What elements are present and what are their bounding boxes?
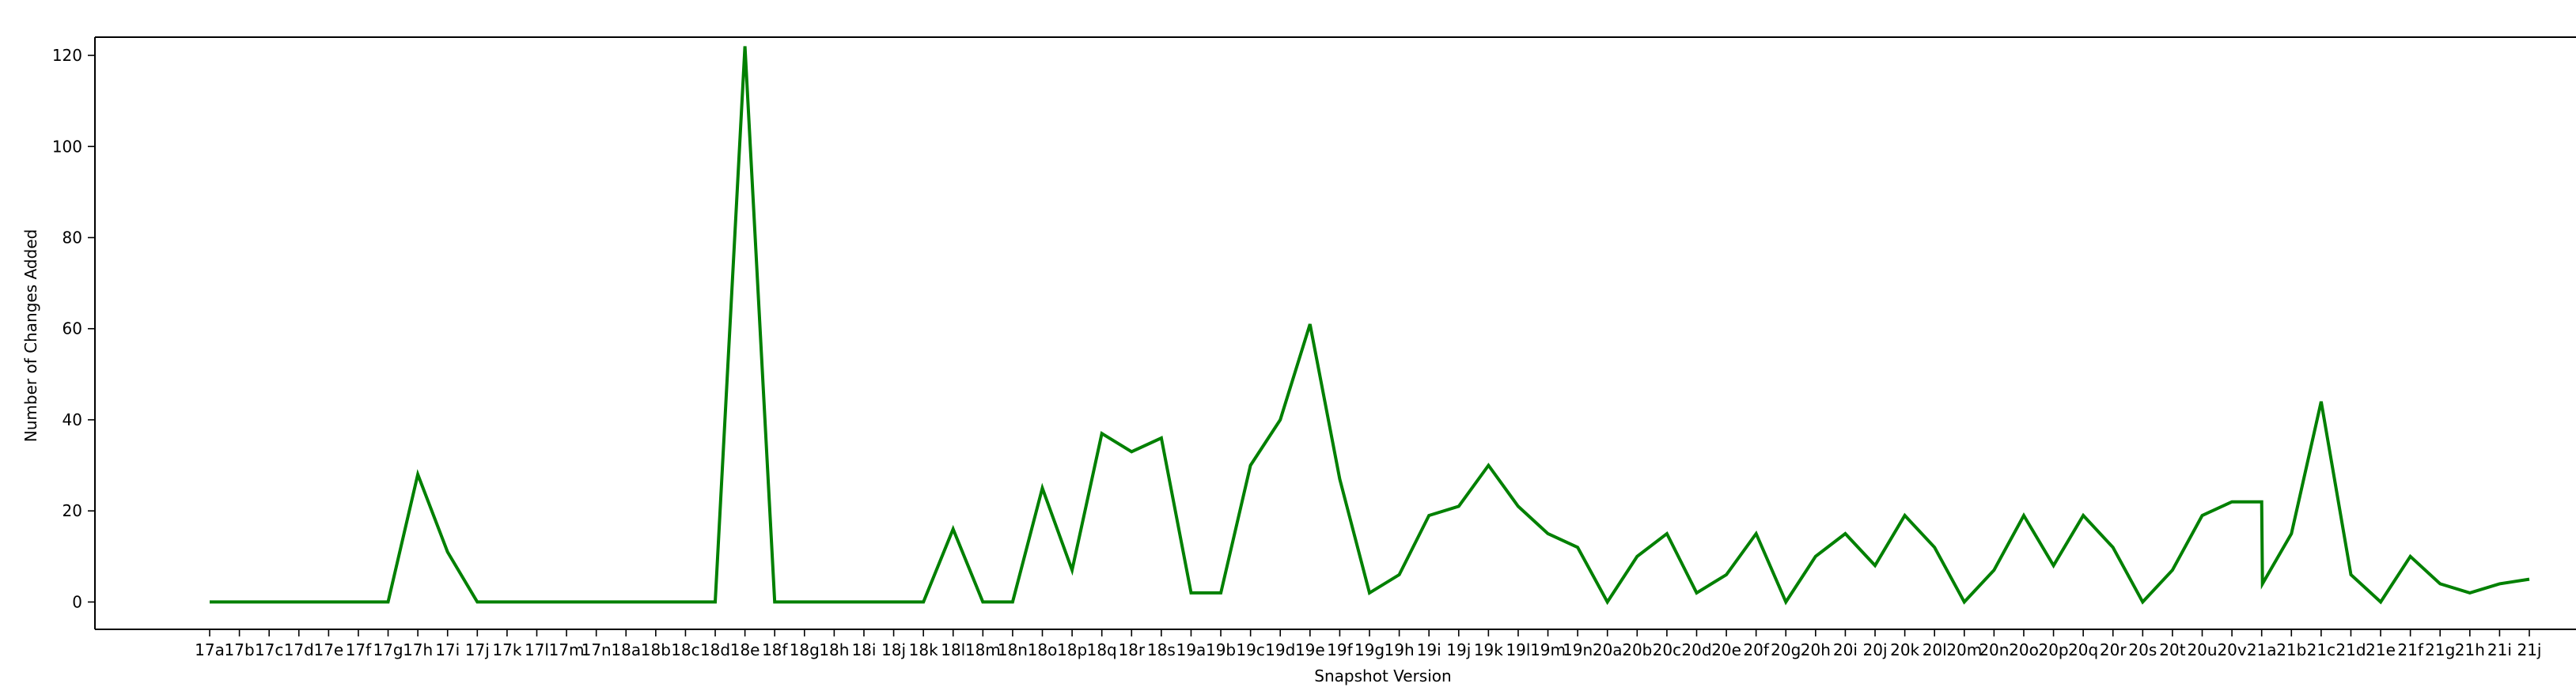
x-tick-label: 20e (1711, 640, 1741, 659)
x-tick-label: 17a (195, 640, 225, 659)
x-tick-label: 20c (1653, 640, 1681, 659)
y-tick-label: 120 (52, 46, 82, 65)
x-tick-label: 19d (1265, 640, 1295, 659)
x-tick-label: 18m (965, 640, 1001, 659)
x-tick-label: 18e (730, 640, 760, 659)
series-line (210, 46, 2530, 606)
x-tick-label: 20h (1801, 640, 1831, 659)
x-tick-label: 21f (2397, 640, 2423, 659)
x-tick-label: 20q (2068, 640, 2098, 659)
x-tick-label: 21j (2517, 640, 2541, 659)
x-tick-label: 18i (851, 640, 876, 659)
x-tick-label: 18q (1087, 640, 1117, 659)
x-tick-label: 21d (2335, 640, 2366, 659)
x-tick-label: 21g (2425, 640, 2455, 659)
x-tick-label: 19k (1474, 640, 1503, 659)
x-axis-label: Snapshot Version (1314, 666, 1451, 685)
x-tick-label: 20a (1593, 640, 1623, 659)
x-tick-label: 20f (1743, 640, 1769, 659)
x-tick-label: 20v (2217, 640, 2246, 659)
y-tick-label: 20 (63, 501, 82, 520)
x-tick-label: 19n (1563, 640, 1593, 659)
y-tick-label: 0 (72, 592, 82, 611)
x-tick-label: 20m (1946, 640, 1982, 659)
x-tick-label: 17k (492, 640, 521, 659)
x-tick-label: 17g (373, 640, 403, 659)
y-tick-label: 80 (63, 228, 82, 247)
x-tick-label: 20t (2159, 640, 2185, 659)
x-tick-label: 17n (581, 640, 612, 659)
x-tick-label: 18g (790, 640, 820, 659)
x-tick-label: 20u (2187, 640, 2217, 659)
x-tick-label: 17j (465, 640, 490, 659)
x-tick-label: 21h (2455, 640, 2485, 659)
x-tick-label: 19e (1295, 640, 1325, 659)
x-tick-label: 20d (1681, 640, 1711, 659)
x-tick-label: 17c (255, 640, 283, 659)
x-tick-label: 18h (819, 640, 849, 659)
x-tick-label: 17f (346, 640, 372, 659)
x-tick-label: 18s (1147, 640, 1176, 659)
y-tick-label: 60 (63, 319, 82, 338)
x-tick-label: 18l (941, 640, 965, 659)
x-tick-label: 20o (2009, 640, 2039, 659)
x-tick-label: 21a (2247, 640, 2277, 659)
x-tick-label: 18n (998, 640, 1028, 659)
x-tick-label: 21i (2487, 640, 2512, 659)
y-axis-label: Number of Changes Added (21, 229, 40, 442)
x-tick-label: 17e (313, 640, 343, 659)
x-tick-label: 18d (700, 640, 730, 659)
x-tick-label: 20i (1833, 640, 1858, 659)
x-tick-label: 20j (1863, 640, 1888, 659)
y-tick-label: 40 (63, 410, 82, 429)
x-tick-label: 19f (1327, 640, 1353, 659)
x-tick-label: 20l (1923, 640, 1947, 659)
x-tick-label: 20r (2100, 640, 2127, 659)
x-tick-label: 18p (1057, 640, 1087, 659)
x-tick-label: 17d (284, 640, 314, 659)
x-tick-label: 19c (1236, 640, 1264, 659)
x-tick-label: 17b (225, 640, 255, 659)
x-tick-label: 21c (2307, 640, 2335, 659)
x-tick-label: 19b (1206, 640, 1236, 659)
x-tick-label: 20n (1979, 640, 2009, 659)
x-tick-label: 18b (641, 640, 671, 659)
x-tick-label: 21b (2276, 640, 2306, 659)
x-tick-label: 18c (671, 640, 699, 659)
x-tick-label: 18j (881, 640, 906, 659)
x-tick-label: 19g (1354, 640, 1385, 659)
x-tick-label: 18a (611, 640, 641, 659)
x-tick-label: 17i (435, 640, 460, 659)
x-tick-label: 19j (1446, 640, 1471, 659)
x-tick-label: 20k (1890, 640, 1919, 659)
x-tick-label: 19a (1176, 640, 1207, 659)
x-tick-label: 20p (2038, 640, 2068, 659)
x-tick-label: 20s (2128, 640, 2157, 659)
x-tick-label: 18k (909, 640, 938, 659)
x-tick-label: 17l (525, 640, 549, 659)
x-tick-label: 18o (1028, 640, 1058, 659)
x-tick-label: 19h (1385, 640, 1415, 659)
y-tick-label: 100 (52, 137, 82, 156)
x-tick-label: 17m (549, 640, 585, 659)
x-tick-label: 18f (762, 640, 788, 659)
x-tick-label: 19m (1530, 640, 1566, 659)
x-tick-label: 19i (1417, 640, 1441, 659)
x-tick-label: 20g (1771, 640, 1801, 659)
x-tick-label: 21e (2366, 640, 2396, 659)
x-tick-label: 20b (1622, 640, 1652, 659)
x-tick-label: 19l (1506, 640, 1530, 659)
x-tick-label: 18r (1118, 640, 1145, 659)
x-tick-label: 17h (403, 640, 433, 659)
